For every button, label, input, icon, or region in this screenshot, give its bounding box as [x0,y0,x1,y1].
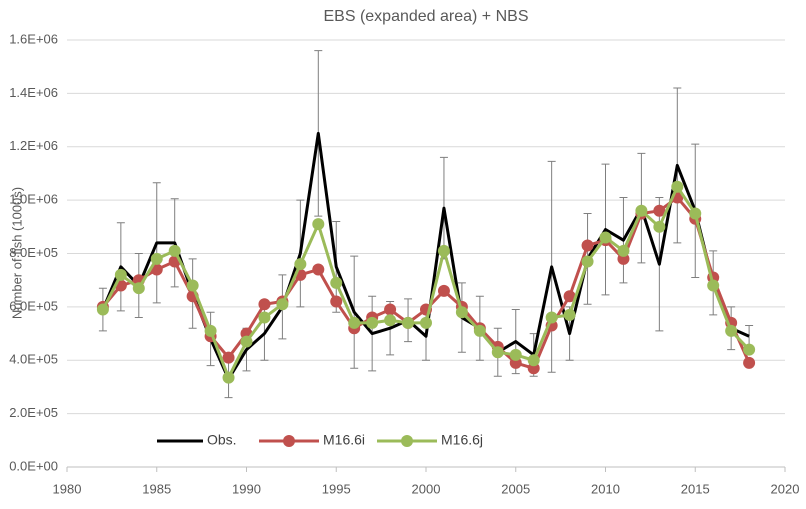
marker [384,314,397,327]
marker [743,343,756,356]
x-tick-label: 2015 [681,481,710,496]
legend-label: Obs. [207,432,237,448]
marker [348,316,361,329]
x-tick-label: 2005 [501,481,530,496]
marker [437,244,450,257]
y-tick-label: 1.4E+06 [9,85,58,100]
marker [420,316,432,329]
y-tick-label: 4.0E+05 [9,352,58,367]
marker [599,231,612,244]
marker [671,180,684,193]
marker [384,303,397,316]
marker [294,258,307,271]
marker [114,268,127,281]
marker [725,324,738,337]
marker [563,290,576,303]
y-tick-label: 0.0E+00 [9,458,58,473]
x-tick-label: 1990 [232,481,261,496]
marker [276,298,289,311]
marker [366,316,379,329]
marker [545,311,558,324]
marker [96,303,109,316]
marker [258,298,271,311]
chart-title: EBS (expanded area) + NBS [323,8,528,25]
marker [204,324,217,337]
marker [437,284,450,297]
y-tick-label: 1.2E+06 [9,138,58,153]
y-tick-label: 6.0E+05 [9,298,58,313]
marker [581,255,594,268]
marker [132,282,145,295]
y-tick-label: 1.0E+06 [9,192,58,207]
marker [653,220,666,233]
marker [617,244,630,257]
marker [222,371,235,384]
marker [707,279,720,292]
marker [581,239,594,252]
marker [743,356,756,369]
marker [402,316,415,329]
marker [186,279,199,292]
y-tick-label: 1.6E+06 [9,31,58,46]
marker [240,335,253,348]
marker [689,207,702,220]
x-tick-label: 2000 [412,481,441,496]
x-tick-label: 1980 [53,481,82,496]
marker [509,348,522,361]
marker [491,346,504,359]
marker [258,311,271,324]
legend-marker [283,435,295,447]
y-tick-label: 8.0E+05 [9,245,58,260]
x-tick-label: 1985 [142,481,171,496]
marker [312,218,325,231]
marker [563,308,576,321]
marker [330,295,343,308]
marker [168,244,181,257]
y-tick-label: 2.0E+05 [9,405,58,420]
marker [330,276,343,289]
marker [312,263,325,276]
y-axis-label: Number of fish (1000s) [9,187,24,319]
marker [222,351,235,364]
marker [635,204,648,217]
x-tick-label: 2020 [771,481,800,496]
marker [527,354,540,367]
legend-marker [401,435,413,447]
marker [653,204,666,217]
marker [150,252,163,265]
legend-label: M16.6i [323,432,365,448]
legend-label: M16.6j [441,432,483,448]
x-tick-label: 1995 [322,481,351,496]
marker [473,324,486,337]
marker [455,306,468,319]
x-tick-label: 2010 [591,481,620,496]
